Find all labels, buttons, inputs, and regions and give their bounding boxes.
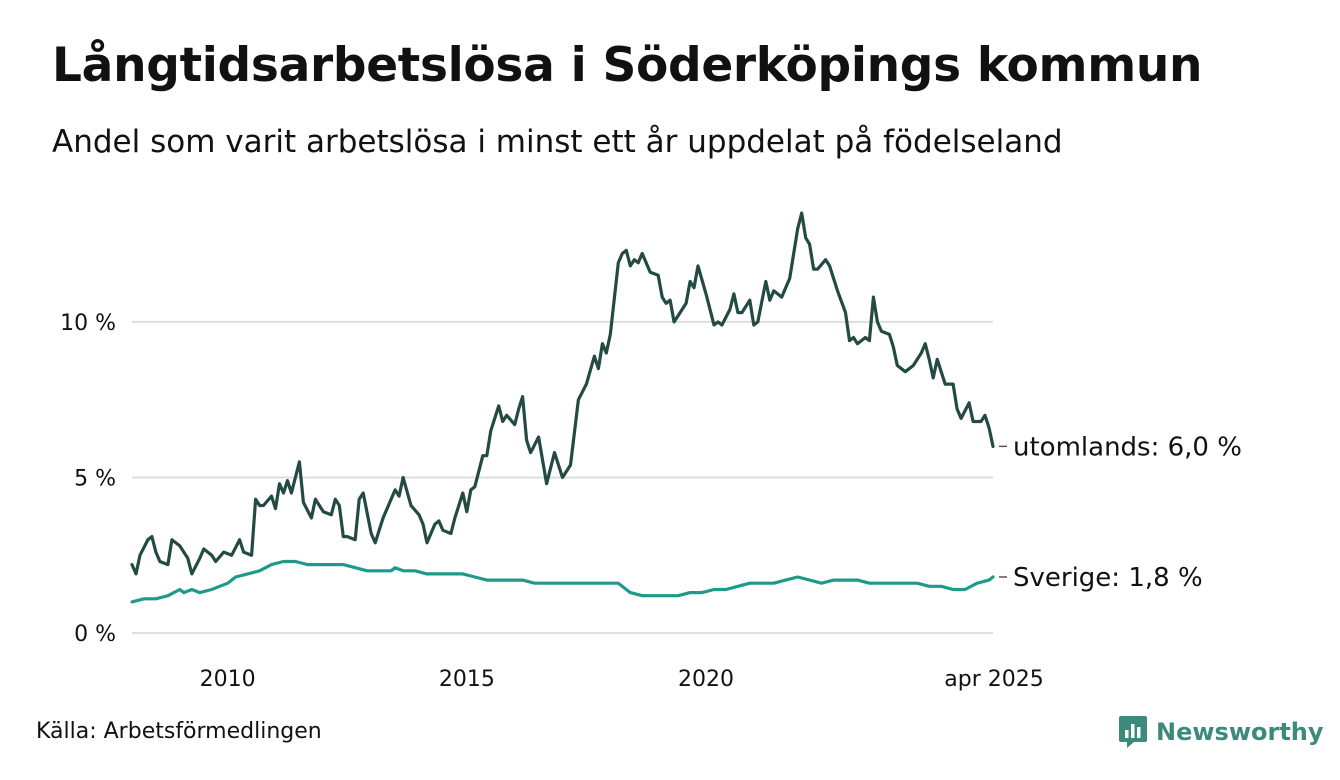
brand-name: Newsworthy — [1156, 718, 1324, 746]
series-line-sverige — [130, 559, 995, 604]
y-tick-label: 0 % — [74, 622, 116, 647]
chart-title: Långtidsarbetslösa i Söderköpings kommun — [52, 38, 1203, 93]
source-note: Källa: Arbetsförmedlingen — [36, 719, 322, 744]
x-tick-label: 2020 — [678, 667, 734, 692]
brand: Newsworthy — [1118, 712, 1324, 752]
end-label-utomlands: utomlands: 6,0 % — [1013, 432, 1242, 462]
x-tick-label: 2010 — [200, 667, 256, 692]
newsworthy-logo-icon — [1119, 716, 1147, 748]
chart-subtitle: Andel som varit arbetslösa i minst ett å… — [52, 124, 1063, 160]
y-tick-label: 5 % — [74, 466, 116, 491]
x-tick-label: 2015 — [439, 667, 495, 692]
end-label-sverige: Sverige: 1,8 % — [1013, 563, 1203, 593]
x-tick-label: apr 2025 — [944, 667, 1043, 692]
series-line-utomlands — [130, 211, 995, 576]
y-tick-label: 10 % — [60, 311, 116, 336]
